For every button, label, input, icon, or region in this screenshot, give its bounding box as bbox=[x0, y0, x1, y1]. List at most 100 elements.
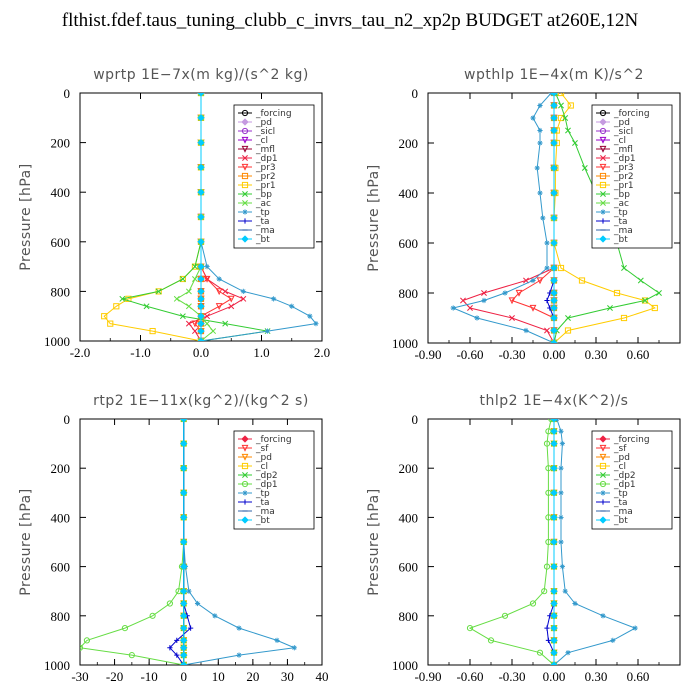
series-line bbox=[175, 93, 214, 341]
series-bt bbox=[550, 419, 558, 665]
legend-marker bbox=[241, 453, 249, 461]
data-point bbox=[550, 464, 558, 472]
data-point bbox=[543, 440, 551, 447]
legend-marker bbox=[241, 444, 249, 452]
legend-label: _pr3 bbox=[255, 163, 276, 173]
data-point bbox=[572, 600, 578, 607]
data-point bbox=[197, 213, 205, 221]
data-point bbox=[530, 277, 536, 284]
legend-marker bbox=[241, 136, 249, 144]
legend-marker bbox=[599, 462, 607, 470]
chart-panel-4: thlp2 1E−4x(K^2)/s Pressure [hPa] -0.90 -0.… bbox=[366, 393, 681, 684]
y-tick-label: 600 bbox=[399, 236, 419, 251]
plot-area bbox=[101, 93, 319, 341]
data-point bbox=[197, 312, 205, 320]
legend-entry: _cl bbox=[596, 136, 626, 146]
series-tp bbox=[551, 419, 638, 665]
data-point bbox=[180, 513, 188, 522]
legend-label: _forcing bbox=[613, 109, 650, 119]
x-tick-label: 30 bbox=[281, 669, 294, 684]
data-point bbox=[550, 339, 558, 343]
legend-marker bbox=[242, 155, 248, 161]
data-point bbox=[550, 326, 558, 335]
data-point bbox=[180, 489, 188, 497]
data-point bbox=[185, 288, 192, 295]
x-tick-label: -0.90 bbox=[414, 669, 441, 684]
legend-entry: _dp1 bbox=[238, 154, 278, 164]
x-tick-label: -0.60 bbox=[456, 669, 483, 684]
legend-label: _sf bbox=[613, 444, 627, 454]
data-point bbox=[460, 297, 466, 304]
legend-label: _bt bbox=[613, 516, 628, 526]
legend-marker bbox=[241, 118, 249, 126]
data-point bbox=[509, 315, 515, 321]
chart-panel-1: wprtp 1E−7x(m kg)/(s^2 kg) Pressure [hPa]… bbox=[18, 67, 330, 360]
data-point bbox=[540, 215, 546, 221]
legend-entry: _forcing bbox=[238, 435, 292, 445]
legend-marker bbox=[242, 191, 248, 197]
legend-marker bbox=[242, 209, 248, 215]
data-point bbox=[227, 295, 235, 303]
x-tick-label: 0.00 bbox=[543, 347, 566, 362]
y-tick-label: 0 bbox=[412, 86, 419, 101]
legend-label: _bt bbox=[613, 235, 628, 245]
legend-marker bbox=[242, 218, 248, 224]
legend-label: _bp bbox=[255, 190, 272, 200]
y-tick-label: 600 bbox=[51, 560, 71, 575]
data-point bbox=[550, 538, 558, 546]
legend-entry: _pr3 bbox=[596, 163, 634, 173]
data-point bbox=[180, 636, 188, 645]
legend-label: _dp2 bbox=[255, 471, 278, 481]
data-point bbox=[501, 612, 509, 619]
data-point bbox=[191, 328, 198, 335]
data-point bbox=[550, 276, 558, 285]
data-point bbox=[191, 320, 199, 328]
data-point bbox=[180, 644, 188, 652]
legend-frame bbox=[233, 430, 315, 530]
data-point bbox=[215, 288, 223, 296]
legend-label: _ac bbox=[613, 199, 629, 209]
data-point bbox=[642, 297, 648, 304]
data-point bbox=[544, 240, 550, 246]
data-point bbox=[550, 587, 558, 595]
x-tick-label: 20 bbox=[246, 669, 259, 684]
legend-label: _tp bbox=[613, 489, 628, 499]
legend-label: _pd bbox=[613, 453, 630, 463]
x-tick-label: -0.30 bbox=[498, 669, 525, 684]
data-point bbox=[274, 637, 280, 643]
legend-label: _dp1 bbox=[613, 154, 636, 164]
data-point bbox=[466, 625, 474, 632]
legend-entry: _mfl bbox=[596, 145, 633, 155]
series-bt bbox=[180, 419, 188, 665]
data-point bbox=[550, 189, 558, 197]
data-point bbox=[197, 93, 205, 97]
data-point bbox=[502, 290, 508, 296]
data-point bbox=[558, 539, 564, 545]
data-point bbox=[529, 600, 537, 607]
data-point bbox=[537, 102, 543, 109]
data-point bbox=[537, 127, 543, 134]
y-tick-label: 0 bbox=[412, 412, 419, 427]
legend-marker bbox=[599, 235, 607, 243]
data-point bbox=[544, 625, 550, 631]
data-point bbox=[559, 564, 565, 570]
data-point bbox=[191, 263, 198, 270]
data-point bbox=[508, 297, 516, 305]
legend-label: _ta bbox=[255, 498, 270, 508]
data-point bbox=[558, 490, 564, 496]
legend-entry: _pd bbox=[238, 453, 272, 463]
y-tick-label: 0 bbox=[64, 86, 71, 101]
chart-title: rtp2 1E−11x(kg^2)/(kg^2 s) bbox=[93, 393, 309, 409]
data-point bbox=[197, 295, 205, 303]
data-point bbox=[204, 264, 210, 270]
plot-area bbox=[80, 419, 297, 665]
data-point bbox=[167, 645, 173, 651]
data-point bbox=[197, 138, 205, 147]
data-point bbox=[558, 514, 564, 520]
data-point bbox=[180, 587, 188, 595]
data-point bbox=[222, 320, 229, 327]
x-tick-label: 0.00 bbox=[543, 669, 566, 684]
legend-entry: _cl bbox=[596, 462, 626, 472]
legend-label: _sicl bbox=[613, 127, 633, 137]
data-point bbox=[203, 275, 211, 283]
